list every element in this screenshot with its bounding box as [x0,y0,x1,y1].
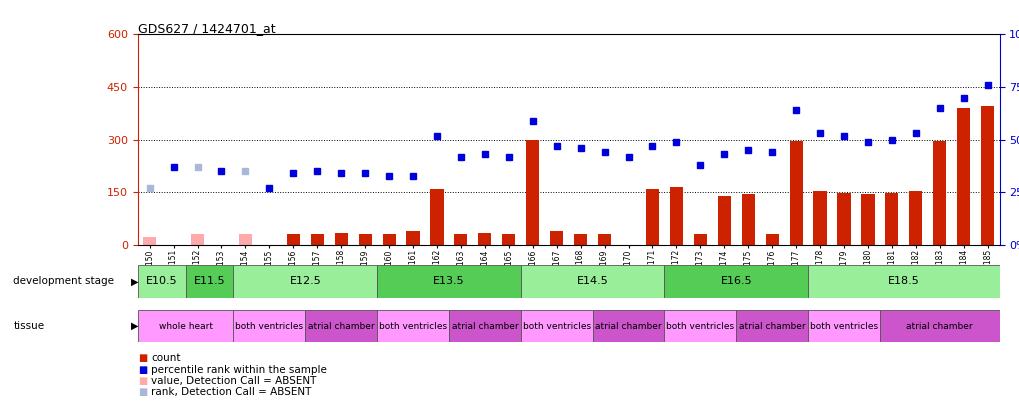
Bar [663,310,736,342]
Text: atrial chamber: atrial chamber [906,322,972,330]
Text: E10.5: E10.5 [146,277,177,286]
Bar [908,191,921,245]
Bar [741,194,754,245]
Bar [233,310,305,342]
Bar [807,310,879,342]
Bar [597,234,610,245]
Text: both ventricles: both ventricles [379,322,446,330]
Bar [860,194,873,245]
Text: both ventricles: both ventricles [235,322,303,330]
Bar [884,193,898,245]
Text: E11.5: E11.5 [194,277,225,286]
Bar [813,191,825,245]
Text: tissue: tissue [13,321,45,331]
Text: E14.5: E14.5 [576,277,608,286]
Text: GDS627 / 1424701_at: GDS627 / 1424701_at [138,22,275,35]
Text: E18.5: E18.5 [888,277,919,286]
Text: E13.5: E13.5 [433,277,465,286]
Bar [789,141,802,245]
Text: E16.5: E16.5 [719,277,751,286]
Text: E12.5: E12.5 [289,277,321,286]
Bar [238,234,252,245]
Bar [143,237,156,245]
Text: ■: ■ [138,376,147,386]
Text: both ventricles: both ventricles [809,322,877,330]
Text: atrial chamber: atrial chamber [738,322,805,330]
Bar [382,234,395,245]
Text: value, Detection Call = ABSENT: value, Detection Call = ABSENT [151,376,316,386]
Bar [185,265,233,298]
Bar [305,310,377,342]
Bar [807,265,999,298]
Text: ■: ■ [138,365,147,375]
Text: atrial chamber: atrial chamber [595,322,661,330]
Bar [359,234,371,245]
Text: whole heart: whole heart [158,322,212,330]
Bar [191,234,204,245]
Text: rank, Detection Call = ABSENT: rank, Detection Call = ABSENT [151,388,311,397]
Text: ▶: ▶ [130,321,138,331]
Bar [453,234,467,245]
Text: ▶: ▶ [130,277,138,286]
Text: ■: ■ [138,388,147,397]
Bar [932,141,946,245]
Bar [478,233,491,245]
Bar [717,196,731,245]
Bar [138,310,233,342]
Bar [233,265,377,298]
Text: both ventricles: both ventricles [522,322,590,330]
Bar [521,265,663,298]
Text: development stage: development stage [13,277,114,286]
Text: count: count [151,354,180,363]
Bar [377,310,448,342]
Bar [645,189,658,245]
Bar [879,310,999,342]
Bar [286,234,300,245]
Bar [501,234,515,245]
Bar [377,265,521,298]
Bar [669,187,683,245]
Bar [448,310,521,342]
Bar [406,231,419,245]
Text: percentile rank within the sample: percentile rank within the sample [151,365,326,375]
Bar [574,234,587,245]
Bar [736,310,807,342]
Text: atrial chamber: atrial chamber [308,322,374,330]
Bar [837,193,850,245]
Bar [526,140,539,245]
Text: both ventricles: both ventricles [665,322,734,330]
Bar [138,265,185,298]
Text: ■: ■ [138,354,147,363]
Bar [765,234,777,245]
Bar [430,189,443,245]
Bar [334,233,347,245]
Bar [311,234,323,245]
Bar [592,310,663,342]
Bar [693,234,706,245]
Bar [663,265,807,298]
Text: atrial chamber: atrial chamber [451,322,518,330]
Bar [956,108,969,245]
Bar [549,231,562,245]
Bar [521,310,592,342]
Bar [980,107,994,245]
